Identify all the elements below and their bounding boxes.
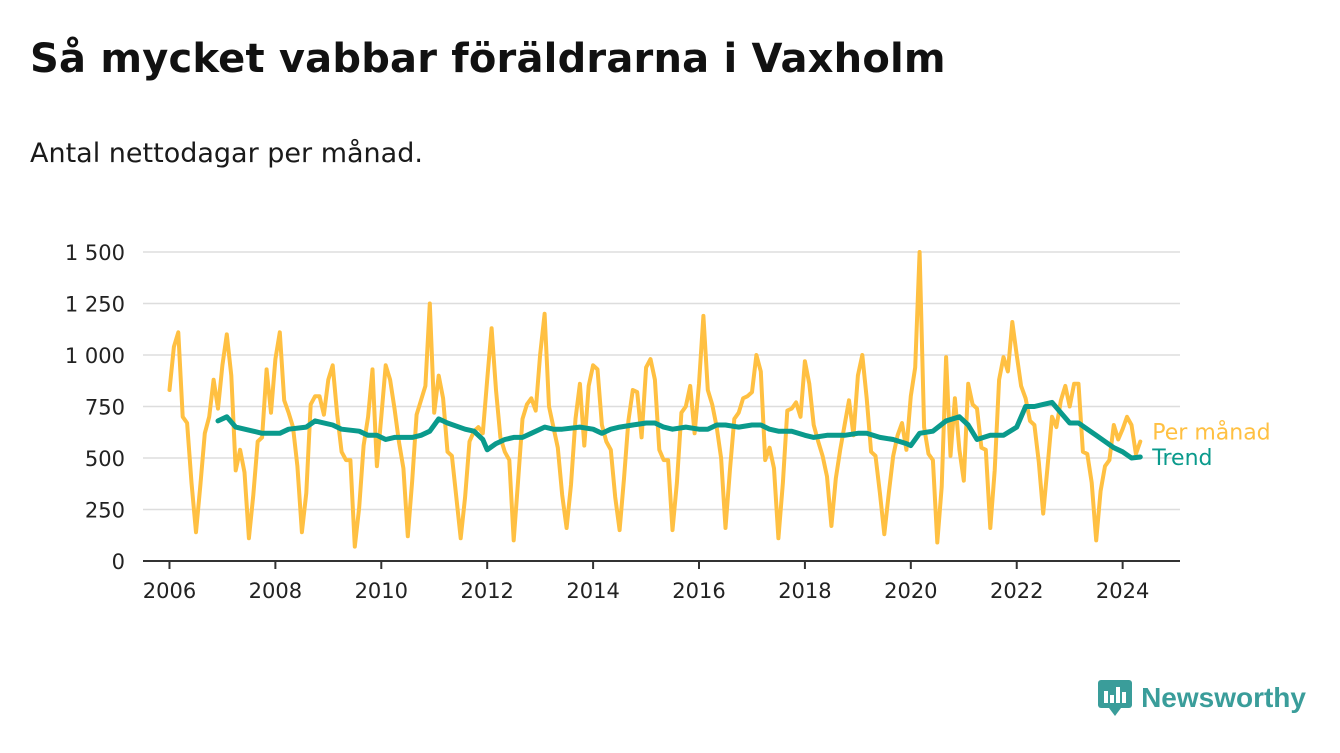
series-per-manad-line — [167, 250, 1143, 549]
y-tick-label: 1 000 — [65, 344, 125, 368]
series-label-per-manad: Per månad — [1152, 420, 1270, 446]
x-tick-label: 2016 — [672, 579, 725, 603]
x-axis: 2006 2008 2010 2012 2014 2016 2018 2020 2022 2024 — [143, 561, 1149, 603]
x-tick-label: 2012 — [460, 579, 513, 603]
x-tick-label: 2010 — [355, 579, 408, 603]
y-tick-label: 750 — [85, 396, 125, 420]
chart-subtitle: Antal nettodagar per månad. — [30, 138, 423, 169]
x-tick-label: 2008 — [249, 579, 302, 603]
series-label-trend: Trend — [1151, 446, 1212, 471]
y-tick-label: 1 500 — [65, 241, 125, 265]
newsworthy-logo-icon — [1098, 680, 1133, 716]
x-tick-label: 2006 — [143, 579, 196, 603]
brand-name: Newsworthy — [1141, 682, 1306, 713]
chart-title: Så mycket vabbar föräldrarna i Vaxholm — [30, 36, 946, 82]
y-tick-label: 1 250 — [65, 293, 125, 317]
y-tick-label: 250 — [85, 499, 125, 523]
series-trend-line — [215, 399, 1143, 461]
y-tick-label: 0 — [112, 550, 125, 574]
x-tick-label: 2020 — [884, 579, 937, 603]
x-tick-label: 2014 — [566, 579, 619, 603]
y-tick-label: 500 — [85, 447, 125, 471]
series-group — [167, 250, 1143, 549]
y-axis: 0 250 500 750 1 000 1 250 1 500 — [65, 241, 125, 574]
x-tick-label: 2024 — [1096, 579, 1149, 603]
brand-logo: Newsworthy — [1097, 679, 1306, 717]
x-tick-label: 2022 — [990, 579, 1043, 603]
x-tick-label: 2018 — [778, 579, 831, 603]
gridlines — [143, 251, 1180, 511]
